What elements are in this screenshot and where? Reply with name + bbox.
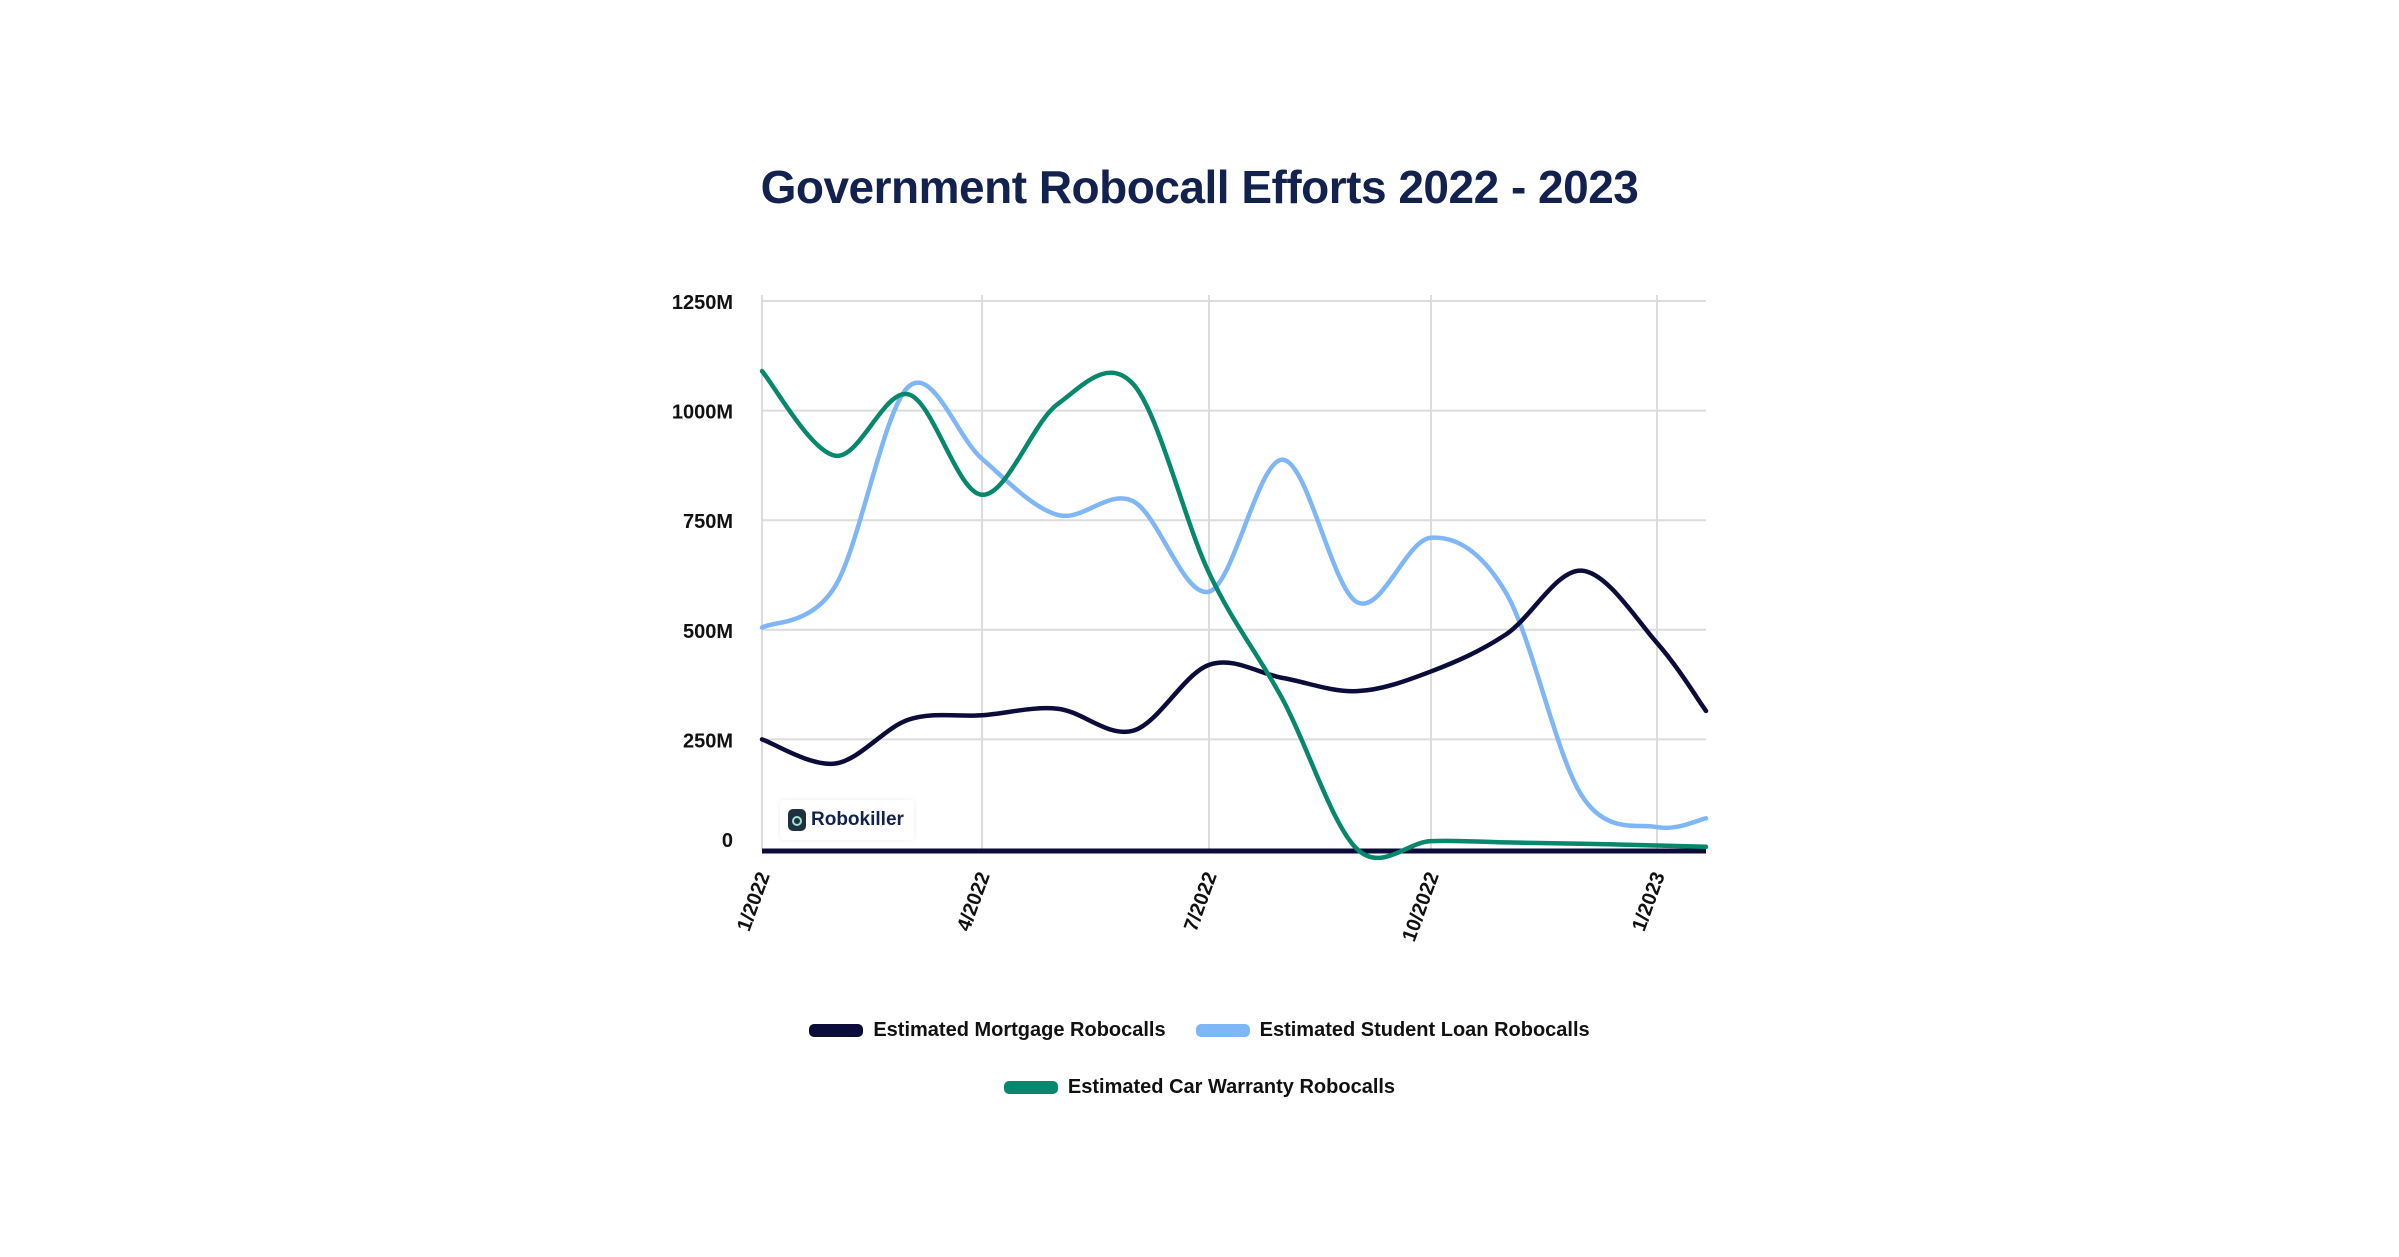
x-tick-label: 4/2022 bbox=[953, 869, 995, 934]
legend-item-mortgage: Estimated Mortgage Robocalls bbox=[809, 1019, 1166, 1042]
x-tick-label: 10/2022 bbox=[1398, 869, 1443, 944]
legend-label: Estimated Car Warranty Robocalls bbox=[1067, 1076, 1396, 1098]
legend-swatch bbox=[1195, 1024, 1250, 1037]
robokiller-logo-icon bbox=[788, 809, 806, 831]
legend-label: Estimated Mortgage Robocalls bbox=[873, 1019, 1166, 1041]
legend-swatch bbox=[809, 1024, 864, 1037]
legend-swatch bbox=[1003, 1081, 1058, 1094]
x-axis-ticks: 1/2022 4/2022 7/2022 10/2022 1/2023 bbox=[733, 869, 1670, 944]
y-tick-label: 0 bbox=[722, 830, 733, 852]
legend-row-2: Estimated Car Warranty Robocalls bbox=[0, 1076, 2399, 1099]
chart-title: Government Robocall Efforts 2022 - 2023 bbox=[760, 161, 1639, 213]
legend-row-1: Estimated Mortgage Robocalls Estimated S… bbox=[0, 1019, 2399, 1042]
y-tick-label: 500M bbox=[683, 621, 733, 643]
series-lines bbox=[759, 368, 1709, 861]
y-tick-label: 250M bbox=[683, 730, 733, 752]
legend-label: Estimated Student Loan Robocalls bbox=[1259, 1019, 1590, 1041]
series-line-estimated-student-loan-robocalls bbox=[759, 380, 1709, 831]
y-axis-ticks: 0 250M 500M 750M 1000M 1250M bbox=[672, 292, 733, 852]
grid bbox=[761, 295, 1706, 854]
y-tick-label: 750M bbox=[683, 511, 733, 533]
robokiller-watermark: Robokiller bbox=[780, 800, 914, 840]
series-line-estimated-car-warranty-robocalls bbox=[759, 368, 1709, 861]
legend-item-car-warranty: Estimated Car Warranty Robocalls bbox=[1003, 1076, 1396, 1099]
series-line-estimated-mortgage-robocalls bbox=[759, 568, 1709, 766]
watermark-text: Robokiller bbox=[811, 809, 904, 830]
y-tick-label: 1000M bbox=[672, 402, 733, 424]
x-tick-label: 1/2023 bbox=[1628, 869, 1670, 934]
x-tick-label: 7/2022 bbox=[1180, 869, 1222, 934]
legend-item-student-loan: Estimated Student Loan Robocalls bbox=[1195, 1019, 1590, 1042]
x-tick-label: 1/2022 bbox=[733, 869, 775, 934]
y-tick-label: 1250M bbox=[672, 292, 733, 314]
